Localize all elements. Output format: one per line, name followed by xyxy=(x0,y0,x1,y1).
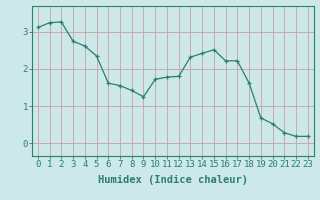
X-axis label: Humidex (Indice chaleur): Humidex (Indice chaleur) xyxy=(98,175,248,185)
